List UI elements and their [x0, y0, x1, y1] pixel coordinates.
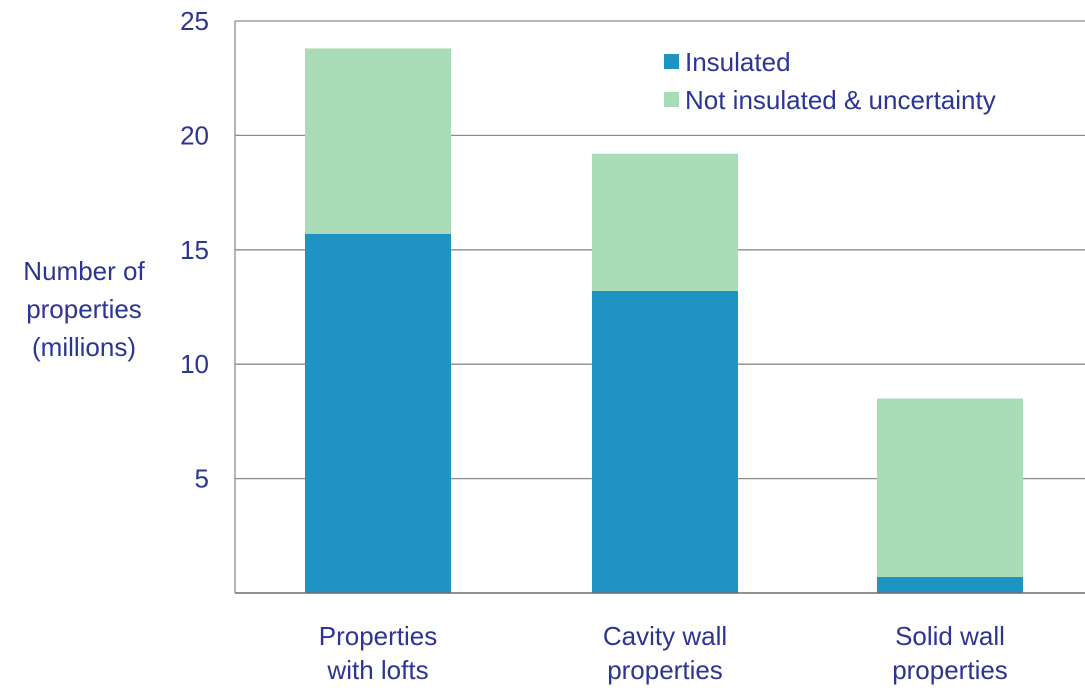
bars: [305, 48, 1023, 593]
legend-label: Insulated: [685, 47, 791, 77]
x-tick-label: Properties: [319, 621, 438, 651]
bar-insulated: [305, 233, 451, 593]
legend: Insulated Not insulated & uncertainty: [664, 47, 996, 115]
y-tick-label: 10: [180, 349, 209, 379]
y-axis-label: Number of properties (millions): [23, 256, 145, 362]
legend-swatch: [664, 54, 679, 69]
x-tick-label: properties: [892, 655, 1008, 685]
x-tick-label: with lofts: [326, 655, 428, 685]
y-axis-label-line: properties: [26, 294, 142, 324]
y-axis-label-line: Number of: [23, 256, 145, 286]
y-axis-label-line: (millions): [32, 332, 136, 362]
bar-not-insulated: [877, 398, 1023, 577]
axes: [234, 21, 1085, 594]
y-tick-label: 25: [180, 6, 209, 36]
y-tick-label: 5: [195, 464, 209, 494]
legend-swatch: [664, 92, 679, 107]
bar-insulated: [877, 576, 1023, 593]
x-tick-labels: Properties with lofts Cavity wall propertie…: [319, 621, 1008, 685]
legend-label: Not insulated & uncertainty: [685, 85, 996, 115]
x-tick-label: Solid wall: [895, 621, 1005, 651]
x-tick-label: Cavity wall: [603, 621, 727, 651]
x-tick-label: properties: [607, 655, 723, 685]
bar-not-insulated: [305, 48, 451, 234]
y-tick-labels: 5 10 15 20 25: [180, 6, 209, 494]
y-tick-label: 15: [180, 235, 209, 265]
y-tick-label: 20: [180, 120, 209, 150]
bar-insulated: [592, 290, 738, 593]
bar-not-insulated: [592, 153, 738, 291]
